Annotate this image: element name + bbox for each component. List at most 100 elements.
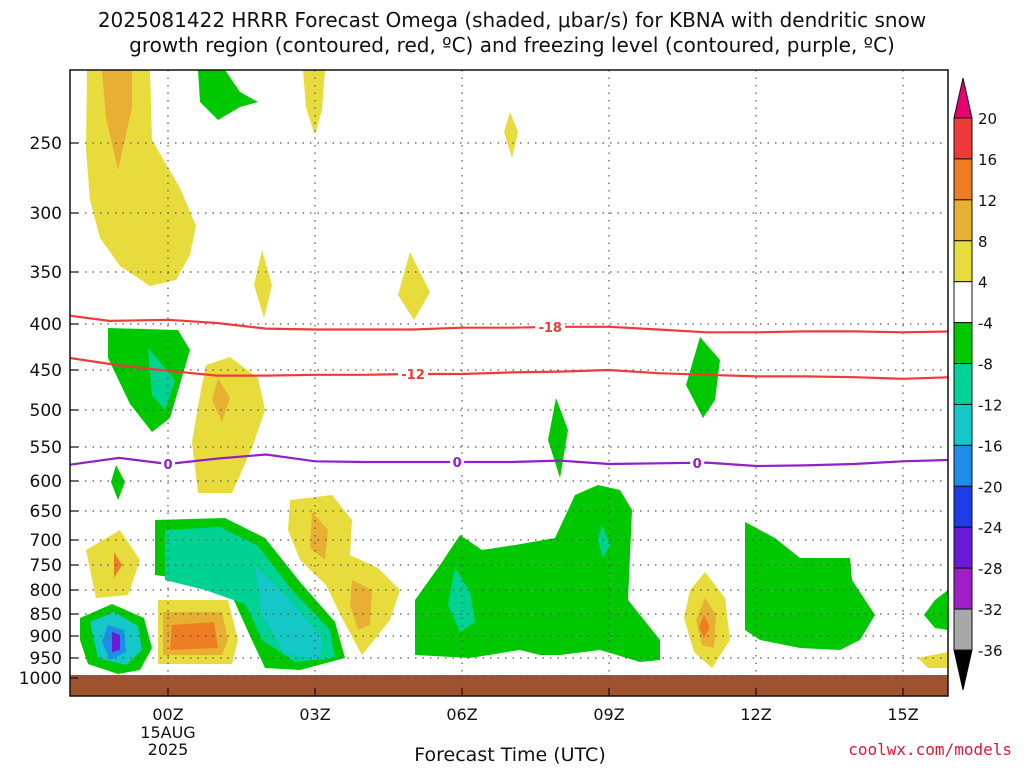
site-credit[interactable]: coolwx.com/models [848, 740, 1012, 759]
y-tick-label: 550 [30, 438, 62, 458]
isotherm-label: 0 [163, 458, 172, 473]
x-tick-sublabel: 2025 [148, 740, 189, 759]
y-axis: 2503003504004505005506006507007508008509… [19, 134, 78, 689]
x-tick-sublabel: 15AUG [140, 723, 195, 742]
omega-shade-right-edge-yellow [918, 652, 948, 668]
omega-shade-core-11z [699, 615, 710, 638]
y-tick-label: 750 [30, 556, 62, 576]
x-tick-label: 06Z [446, 705, 477, 724]
colorbar-swatch [953, 158, 973, 201]
isotherm-label: 0 [453, 456, 462, 471]
chart-title: 2025081422 HRRR Forecast Omega (shaded, … [0, 8, 1024, 58]
plot-frame [69, 69, 949, 697]
x-tick-label: 15Z [887, 705, 918, 724]
colorbar-label: -28 [978, 560, 1003, 578]
omega-shade-speck [254, 250, 272, 318]
colorbar-swatch [953, 281, 973, 324]
omega-shade-teal-09z [598, 525, 610, 558]
y-tick-label: 700 [30, 531, 62, 551]
omega-shade-mid-teal [148, 348, 175, 410]
colorbar-label: -32 [978, 601, 1003, 619]
colorbar: 20 16 12 8 4 -4 -8 -12 -16 -20 -24 -28 -32 -36 [953, 77, 1003, 691]
y-tick-label: 650 [30, 502, 62, 522]
y-tick-label: 800 [30, 581, 62, 601]
colorbar-swatch [953, 403, 973, 446]
colorbar-swatch [953, 485, 973, 528]
colorbar-swatch [953, 444, 973, 487]
colorbar-label: -8 [978, 356, 993, 374]
colorbar-swatch [953, 117, 973, 160]
colorbar-label: -12 [978, 396, 1003, 414]
x-tick-label: 03Z [299, 705, 330, 724]
omega-shade-green-13z [745, 522, 875, 650]
y-tick-label: 950 [30, 649, 62, 669]
omega-shade-plume-core [102, 70, 132, 170]
isotherm-line [70, 453, 948, 468]
y-tick-label: 600 [30, 472, 62, 492]
colorbar-label: -20 [978, 478, 1003, 496]
colorbar-swatch [953, 199, 973, 242]
x-tick-label: 12Z [740, 705, 771, 724]
chart-title-line1: 2025081422 HRRR Forecast Omega (shaded, … [97, 8, 927, 32]
omega-shade-green-06z [415, 485, 660, 662]
x-tick-label: 00Z [152, 705, 183, 724]
x-axis-title: Forecast Time (UTC) [414, 744, 606, 766]
isotherm-line [70, 314, 948, 334]
colorbar-swatch [953, 363, 973, 405]
y-tick-label: 400 [30, 315, 62, 335]
omega-shade-cell-core [112, 632, 120, 652]
isotherm-label-bg [535, 318, 566, 335]
omega-shade-top-green [198, 70, 258, 120]
colorbar-label: -24 [978, 519, 1003, 537]
colorbar-label: 20 [978, 110, 997, 128]
omega-shade-top-yellow [303, 70, 325, 135]
isotherm-label: 0 [693, 457, 702, 472]
colorbar-swatch [953, 322, 973, 365]
x-tick-label: 09Z [593, 705, 624, 724]
colorbar-label: -36 [978, 642, 1003, 660]
isotherm-line [70, 356, 948, 380]
isotherm-label-bg [450, 453, 465, 470]
y-tick-label: 250 [30, 134, 62, 154]
omega-shade-right-green [686, 337, 720, 418]
omega-shade-orange-03z [310, 512, 328, 560]
colorbar-label: 16 [978, 151, 997, 169]
colorbar-swatch [953, 240, 973, 283]
colorbar-swatch [953, 526, 973, 569]
omega-shaded-field [70, 70, 948, 696]
ground-surface [70, 675, 948, 696]
isotherm-label: -18 [538, 321, 562, 336]
omega-shade-mid-yellow [192, 357, 265, 493]
omega-shade-lower-orange [114, 552, 122, 578]
y-tick-label: 500 [30, 401, 62, 421]
y-tick-label: 450 [30, 361, 62, 381]
isotherm-label: -12 [401, 368, 425, 383]
colorbar-swatch [953, 608, 973, 651]
omega-shade-orange-03z-2 [350, 580, 372, 630]
omega-shade-teal-06z [448, 568, 475, 632]
omega-shade-plume [86, 70, 196, 286]
colorbar-min-arrow [953, 649, 973, 691]
omega-shade-lower-orange3 [170, 622, 218, 650]
y-tick-label: 1000 [19, 669, 62, 689]
colorbar-label: 4 [978, 274, 988, 292]
colorbar-label: 12 [978, 192, 997, 210]
omega-shade-lower-yellow [86, 530, 140, 598]
isotherm-label-bg [690, 454, 705, 471]
colorbar-label: -16 [978, 437, 1003, 455]
chart-title-line2: growth region (contoured, red, ºC) and f… [129, 33, 895, 57]
colorbar-label: -4 [978, 315, 993, 333]
y-tick-label: 300 [30, 204, 62, 224]
temperature-contours: -18 -12 0 0 0 [70, 314, 948, 473]
omega-shade-band-cyan [255, 566, 322, 660]
omega-shade-speck [504, 112, 518, 158]
omega-shade-speck [548, 398, 568, 478]
omega-shade-mid-green [108, 328, 190, 432]
y-tick-label: 900 [30, 627, 62, 647]
omega-shade-speck [111, 465, 125, 500]
omega-shade-mid-orange [212, 378, 230, 422]
colorbar-max-arrow [953, 77, 973, 119]
omega-shade-right-edge [924, 590, 948, 630]
